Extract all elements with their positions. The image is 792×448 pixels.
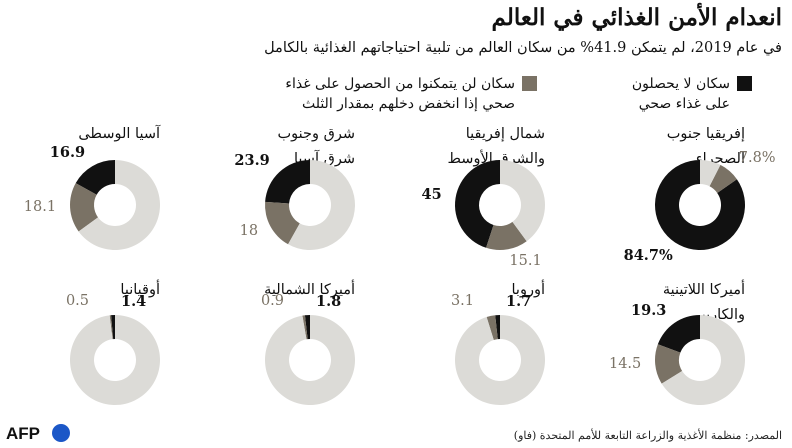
donut-slice-moderate (302, 315, 308, 340)
severe-value-label: 84.7% (623, 247, 673, 265)
donut-slice-severe (265, 160, 310, 204)
svg-text:AFP: AFP (6, 424, 40, 443)
donut-slice-moderate (265, 201, 300, 245)
region-label: شمال إفريقيا والشرق الأوسط (447, 126, 545, 167)
chart-title: انعدام الأمن الغذائي في العالم (491, 4, 782, 31)
donut-slice-remaining (265, 315, 356, 405)
legend-severe-swatch (737, 76, 752, 91)
donut-slice-remaining (455, 315, 546, 406)
donut-slice-remaining (78, 160, 160, 250)
donut-slice-moderate (709, 164, 737, 193)
legend-moderate-label: سكان لن يتمكنوا من الحصول على غذاء صحي إذ… (285, 76, 515, 112)
moderate-value-label: 14.5 (608, 355, 642, 372)
severe-value-label: 1.7 (506, 293, 532, 310)
severe-value-label: 16.9 (49, 144, 86, 162)
source-note: المصدر: منظمة الأغذية والزراعة التابعة ل… (513, 429, 782, 442)
severe-value-label: 1.8 (316, 293, 342, 310)
moderate-value-label: 3.1 (450, 293, 474, 309)
moderate-value-label: 0.5 (65, 293, 89, 309)
severe-value-label: 45 (421, 185, 442, 203)
donut-slice-remaining (70, 315, 161, 406)
moderate-value-label: 0.9 (260, 293, 284, 309)
region-label: أوروبا (511, 282, 546, 298)
donut-slice-severe (495, 315, 500, 340)
moderate-value-label: 15.1 (509, 253, 542, 270)
donut-slice-moderate (655, 344, 683, 384)
donut-slice-severe (454, 160, 500, 248)
chart-subtitle: في عام 2019، لم يتمكن 41.9% من سكان العا… (264, 40, 782, 56)
moderate-value-label: 18 (239, 223, 259, 240)
region-label: أوقيانيا (120, 282, 160, 298)
donut-slice-moderate (109, 315, 114, 340)
donut-slice-moderate (486, 315, 498, 340)
afp-logo: AFP (6, 422, 76, 444)
donut-slice-remaining (500, 160, 545, 242)
donut-slice-remaining (288, 160, 355, 250)
donut-slice-moderate (69, 183, 99, 232)
donut-slice-severe (654, 160, 745, 250)
donut-slice-severe (111, 315, 115, 340)
legend-moderate-swatch (522, 76, 537, 91)
legend-severe: سكان لا يحصلون على غذاء صحي (552, 74, 752, 118)
donut-slice-severe (304, 315, 310, 340)
severe-value-label: 19.3 (631, 301, 667, 319)
region-label: آسيا الوسطى (78, 126, 160, 142)
donut-slice-moderate (486, 221, 527, 250)
severe-value-label: 1.4 (121, 293, 147, 310)
moderate-value-label: 7.8% (738, 150, 776, 167)
severe-value-label: 23.9 (234, 151, 270, 169)
legend-moderate: سكان لن يتمكنوا من الحصول على غذاء صحي إذ… (277, 74, 537, 118)
moderate-value-label: 18.1 (23, 198, 57, 215)
donut-slice-remaining (661, 315, 746, 405)
legend-severe-label: سكان لا يحصلون على غذاء صحي (631, 76, 730, 112)
donut-slice-severe (657, 315, 700, 353)
donut-slice-remaining (700, 160, 721, 187)
donut-slice-severe (75, 160, 115, 195)
region-label: أميركا الشمالية (264, 282, 355, 298)
